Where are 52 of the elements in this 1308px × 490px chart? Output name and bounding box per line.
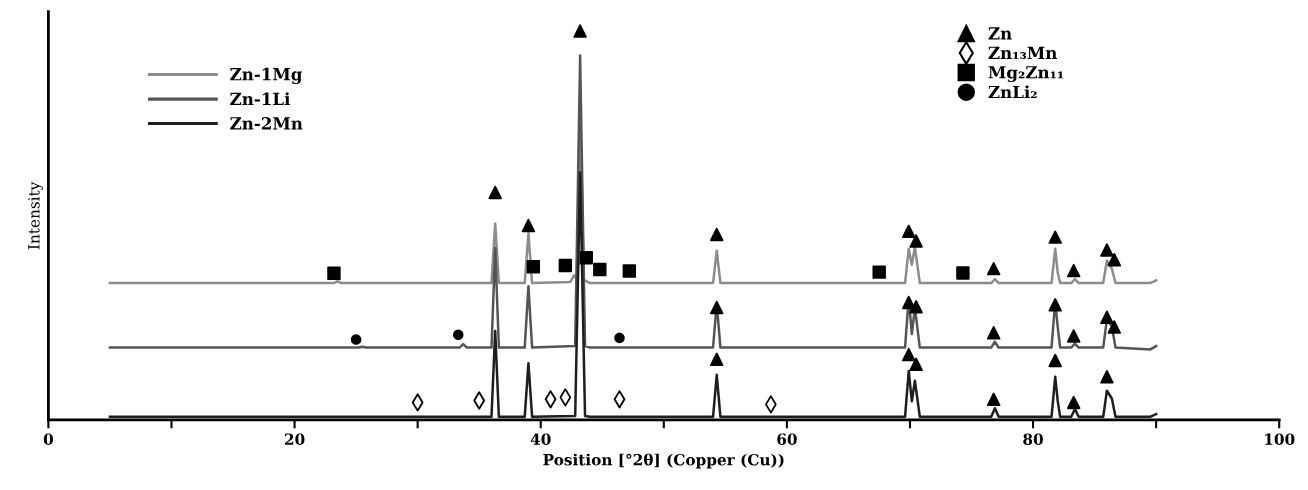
point — [452, 329, 464, 341]
legend-label: Zn-1Mg — [230, 67, 303, 84]
point — [986, 392, 1001, 407]
x-axis-title: Position [°2θ] (Copper (Cu)) — [543, 453, 784, 469]
point — [526, 259, 541, 274]
point — [1100, 243, 1114, 257]
legend-label: Mg₂Zn₁₁ — [988, 66, 1064, 83]
x-tick-label: 80 — [1023, 433, 1043, 445]
point — [1100, 310, 1114, 324]
point — [710, 300, 724, 315]
x-tick-label: 100 — [1265, 433, 1295, 445]
y-axis-title: Intensity — [28, 181, 43, 250]
x-tick-label: 0 — [43, 433, 53, 445]
point — [986, 326, 1001, 340]
point — [593, 262, 607, 277]
x-tick-label: 40 — [530, 433, 551, 445]
point — [909, 300, 923, 314]
point — [1066, 329, 1081, 343]
point — [558, 258, 573, 273]
x-tick-label: 20 — [284, 433, 305, 445]
legend-label: Zn — [988, 27, 1012, 40]
point — [710, 227, 724, 242]
point — [573, 24, 587, 38]
point — [1048, 353, 1062, 368]
point — [872, 265, 886, 279]
point — [1107, 320, 1122, 334]
point — [902, 347, 916, 362]
point — [902, 295, 916, 310]
point — [1048, 298, 1062, 312]
point — [1048, 230, 1062, 244]
point — [1100, 370, 1114, 384]
point — [327, 266, 341, 281]
point — [986, 261, 1001, 276]
point — [710, 352, 724, 366]
point — [909, 357, 923, 372]
x-tick-label: 60 — [777, 433, 797, 445]
point — [350, 334, 362, 345]
point — [909, 234, 923, 248]
point — [1107, 252, 1122, 267]
point — [956, 266, 970, 280]
point — [488, 185, 502, 200]
legend-label: Zn₁₃Mn — [988, 46, 1057, 59]
point — [579, 251, 593, 265]
point — [1066, 395, 1081, 410]
point — [614, 332, 625, 344]
point — [622, 264, 637, 278]
legend-label: Zn-1Li — [230, 92, 290, 105]
legend-label: ZnLi₂ — [988, 85, 1037, 99]
point — [1066, 263, 1081, 278]
point — [521, 218, 536, 233]
legend-label: Zn-2Mn — [230, 117, 303, 130]
point — [902, 224, 916, 239]
